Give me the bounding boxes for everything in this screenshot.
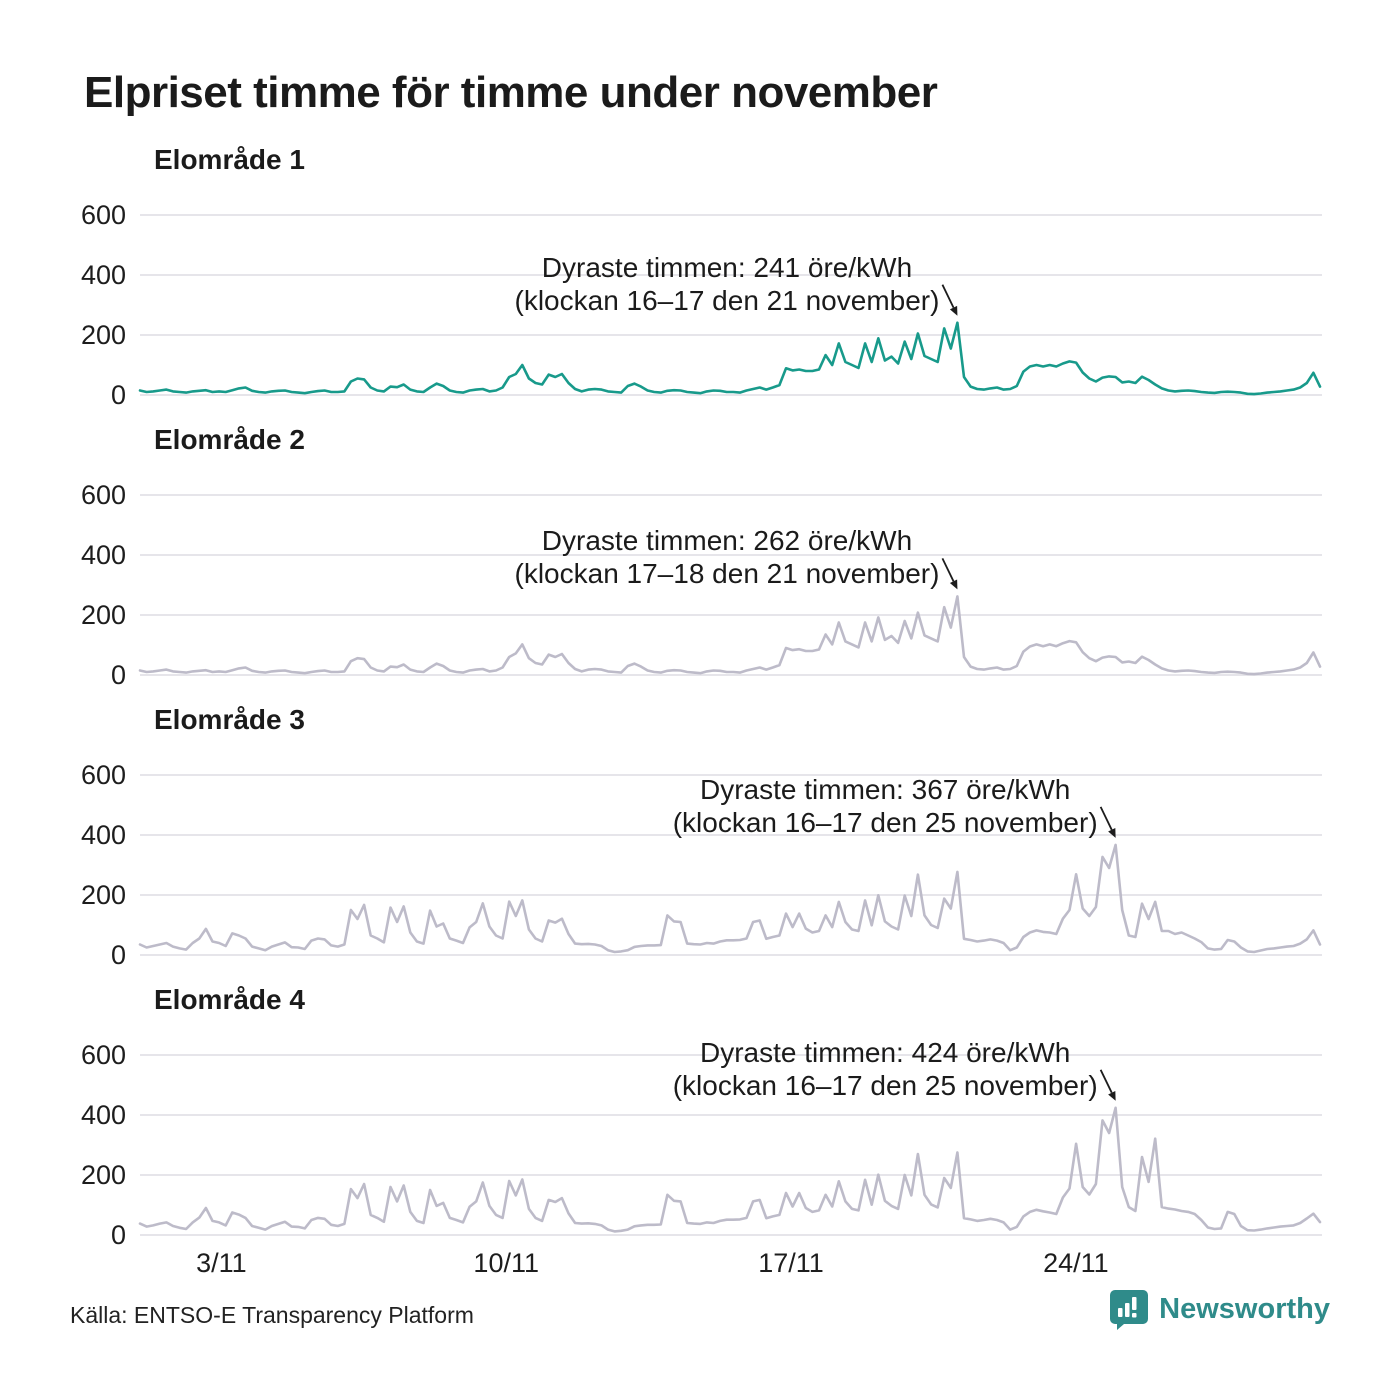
line-chart-elomrade-1 [138, 214, 1322, 396]
y-tick-label: 200 [80, 880, 126, 910]
panel-title-elomrade-1: Elområde 1 [154, 144, 305, 175]
x-tick-label: 24/11 [1043, 1248, 1109, 1278]
line-chart-elomrade-3 [138, 774, 1322, 956]
newsworthy-wordmark: Newsworthy [1159, 1292, 1330, 1325]
annotation-arrow [941, 558, 955, 582]
x-tick-label: 3/11 [196, 1248, 247, 1278]
price-line [138, 321, 1322, 396]
y-tick-label: 400 [80, 820, 126, 850]
panel-title-elomrade-4: Elområde 4 [154, 984, 305, 1015]
y-tick-label: 400 [80, 540, 126, 570]
y-tick-label: 0 [110, 940, 126, 970]
peak-annotation: Dyraste timmen: 241 öre/kWh (klockan 16–… [515, 251, 940, 317]
bar-chart-speech-bubble-icon [1110, 1290, 1149, 1330]
annotation-line2: (klockan 17–18 den 21 november) [514, 558, 940, 590]
annotation-line1: Dyraste timmen: 241 öre/kWh [541, 251, 913, 283]
y-tick-label: 0 [110, 1220, 126, 1250]
annotation-line1: Dyraste timmen: 424 öre/kWh [700, 1036, 1071, 1068]
annotation-line1: Dyraste timmen: 262 öre/kWh [541, 525, 913, 557]
annotation-arrow [1099, 806, 1113, 831]
annotation-arrow [941, 284, 955, 308]
peak-annotation: Dyraste timmen: 367 öre/kWh (klockan 16–… [673, 773, 1098, 839]
annotation-line1: Dyraste timmen: 367 öre/kWh [700, 773, 1071, 805]
y-tick-label: 400 [80, 260, 126, 290]
y-tick-label: 200 [80, 600, 126, 630]
newsworthy-logo: Newsworthy [1109, 1288, 1330, 1330]
y-tick-label: 0 [110, 660, 126, 690]
y-tick-label: 0 [110, 380, 126, 410]
peak-annotation: Dyraste timmen: 262 öre/kWh (klockan 17–… [515, 524, 940, 590]
page-title: Elpriset timme för timme under november [84, 68, 938, 117]
panel-title-elomrade-3: Elområde 3 [154, 704, 305, 735]
price-line [138, 843, 1322, 954]
source-caption: Källa: ENTSO-E Transparency Platform [70, 1302, 474, 1328]
annotation-line2: (klockan 16–17 den 25 november) [672, 1069, 1098, 1101]
panel-title-elomrade-2: Elområde 2 [154, 424, 305, 455]
y-tick-label: 600 [80, 480, 126, 510]
price-line [138, 595, 1322, 676]
y-tick-label: 600 [80, 200, 126, 230]
annotation-arrowhead [1108, 1090, 1116, 1101]
annotation-arrowhead [1108, 828, 1116, 838]
annotation-arrow [1099, 1069, 1113, 1094]
y-tick-label: 600 [80, 1040, 126, 1070]
annotation-arrowhead [949, 579, 958, 590]
peak-annotation: Dyraste timmen: 424 öre/kWh (klockan 16–… [673, 1036, 1098, 1102]
y-tick-label: 600 [80, 760, 126, 790]
annotation-line2: (klockan 16–17 den 21 november) [514, 284, 940, 316]
price-line [138, 1106, 1322, 1233]
line-chart-elomrade-2 [138, 494, 1322, 676]
line-chart-elomrade-4 [138, 1054, 1322, 1236]
annotation-arrowhead [949, 305, 958, 316]
y-tick-label: 400 [80, 1100, 126, 1130]
annotation-line2: (klockan 16–17 den 25 november) [672, 806, 1098, 838]
y-tick-label: 200 [80, 320, 126, 350]
x-tick-label: 17/11 [758, 1248, 824, 1278]
x-tick-label: 10/11 [473, 1248, 539, 1278]
y-tick-label: 200 [80, 1160, 126, 1190]
